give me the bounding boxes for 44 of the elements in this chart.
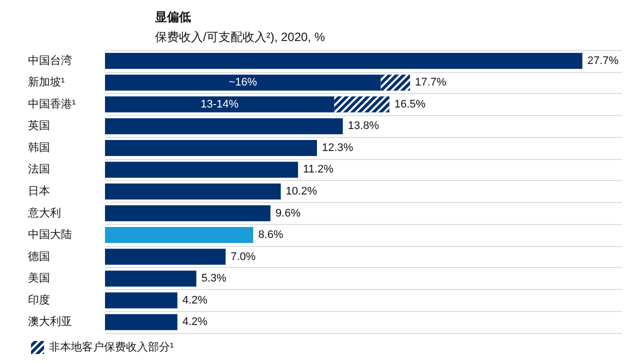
- y-tick-label: 新加坡¹: [28, 76, 65, 89]
- bar: [105, 118, 343, 134]
- y-tick-label: 意大利: [27, 206, 61, 220]
- y-tick-label: 中国大陆: [28, 228, 72, 242]
- total-label: 12.3%: [322, 142, 354, 154]
- bar: [105, 314, 178, 330]
- total-label: 7.0%: [230, 250, 256, 263]
- data-label: 13-14%: [200, 98, 239, 110]
- data-label: ~16%: [228, 76, 258, 89]
- total-label: 4.2%: [182, 294, 208, 306]
- chart-subtitle: 保费收入/可支配收入²), 2020, %: [155, 30, 326, 44]
- bar: [105, 292, 178, 308]
- total-label: 8.6%: [258, 229, 284, 242]
- legend-label: 非本地客户保费收入部分¹: [49, 340, 174, 354]
- bar: [105, 96, 334, 112]
- bar: [105, 52, 582, 69]
- bar: [105, 270, 196, 287]
- y-tick-label: 印度: [28, 293, 50, 306]
- bar: [105, 74, 381, 91]
- y-tick-label: 中国台湾: [28, 54, 72, 67]
- y-tick-label: 日本: [28, 184, 50, 198]
- total-label: 5.3%: [201, 272, 227, 285]
- bar: [105, 227, 254, 244]
- total-label: 16.5%: [394, 98, 426, 110]
- y-tick-label: 英国: [28, 119, 50, 132]
- y-tick-label: 德国: [28, 250, 50, 263]
- y-tick-label: 中国香港¹: [28, 97, 76, 110]
- total-label: 13.8%: [348, 120, 380, 132]
- total-label: 11.2%: [303, 164, 334, 176]
- y-tick-label: 美国: [28, 272, 50, 285]
- bar: [105, 162, 298, 178]
- y-tick-label: 法国: [28, 162, 50, 176]
- chart-title: 显偏低: [154, 10, 191, 24]
- bar: [105, 205, 270, 222]
- y-tick-label: 澳大利亚: [28, 315, 72, 328]
- bar: [105, 140, 317, 156]
- bar: [105, 248, 226, 265]
- total-label: 10.2%: [286, 186, 318, 198]
- y-tick-label: 韩国: [28, 140, 50, 154]
- bar: [105, 184, 281, 200]
- total-label: 9.6%: [275, 207, 301, 220]
- total-label: 17.7%: [415, 76, 446, 89]
- total-label: 27.7%: [587, 54, 619, 67]
- total-label: 4.2%: [182, 316, 208, 328]
